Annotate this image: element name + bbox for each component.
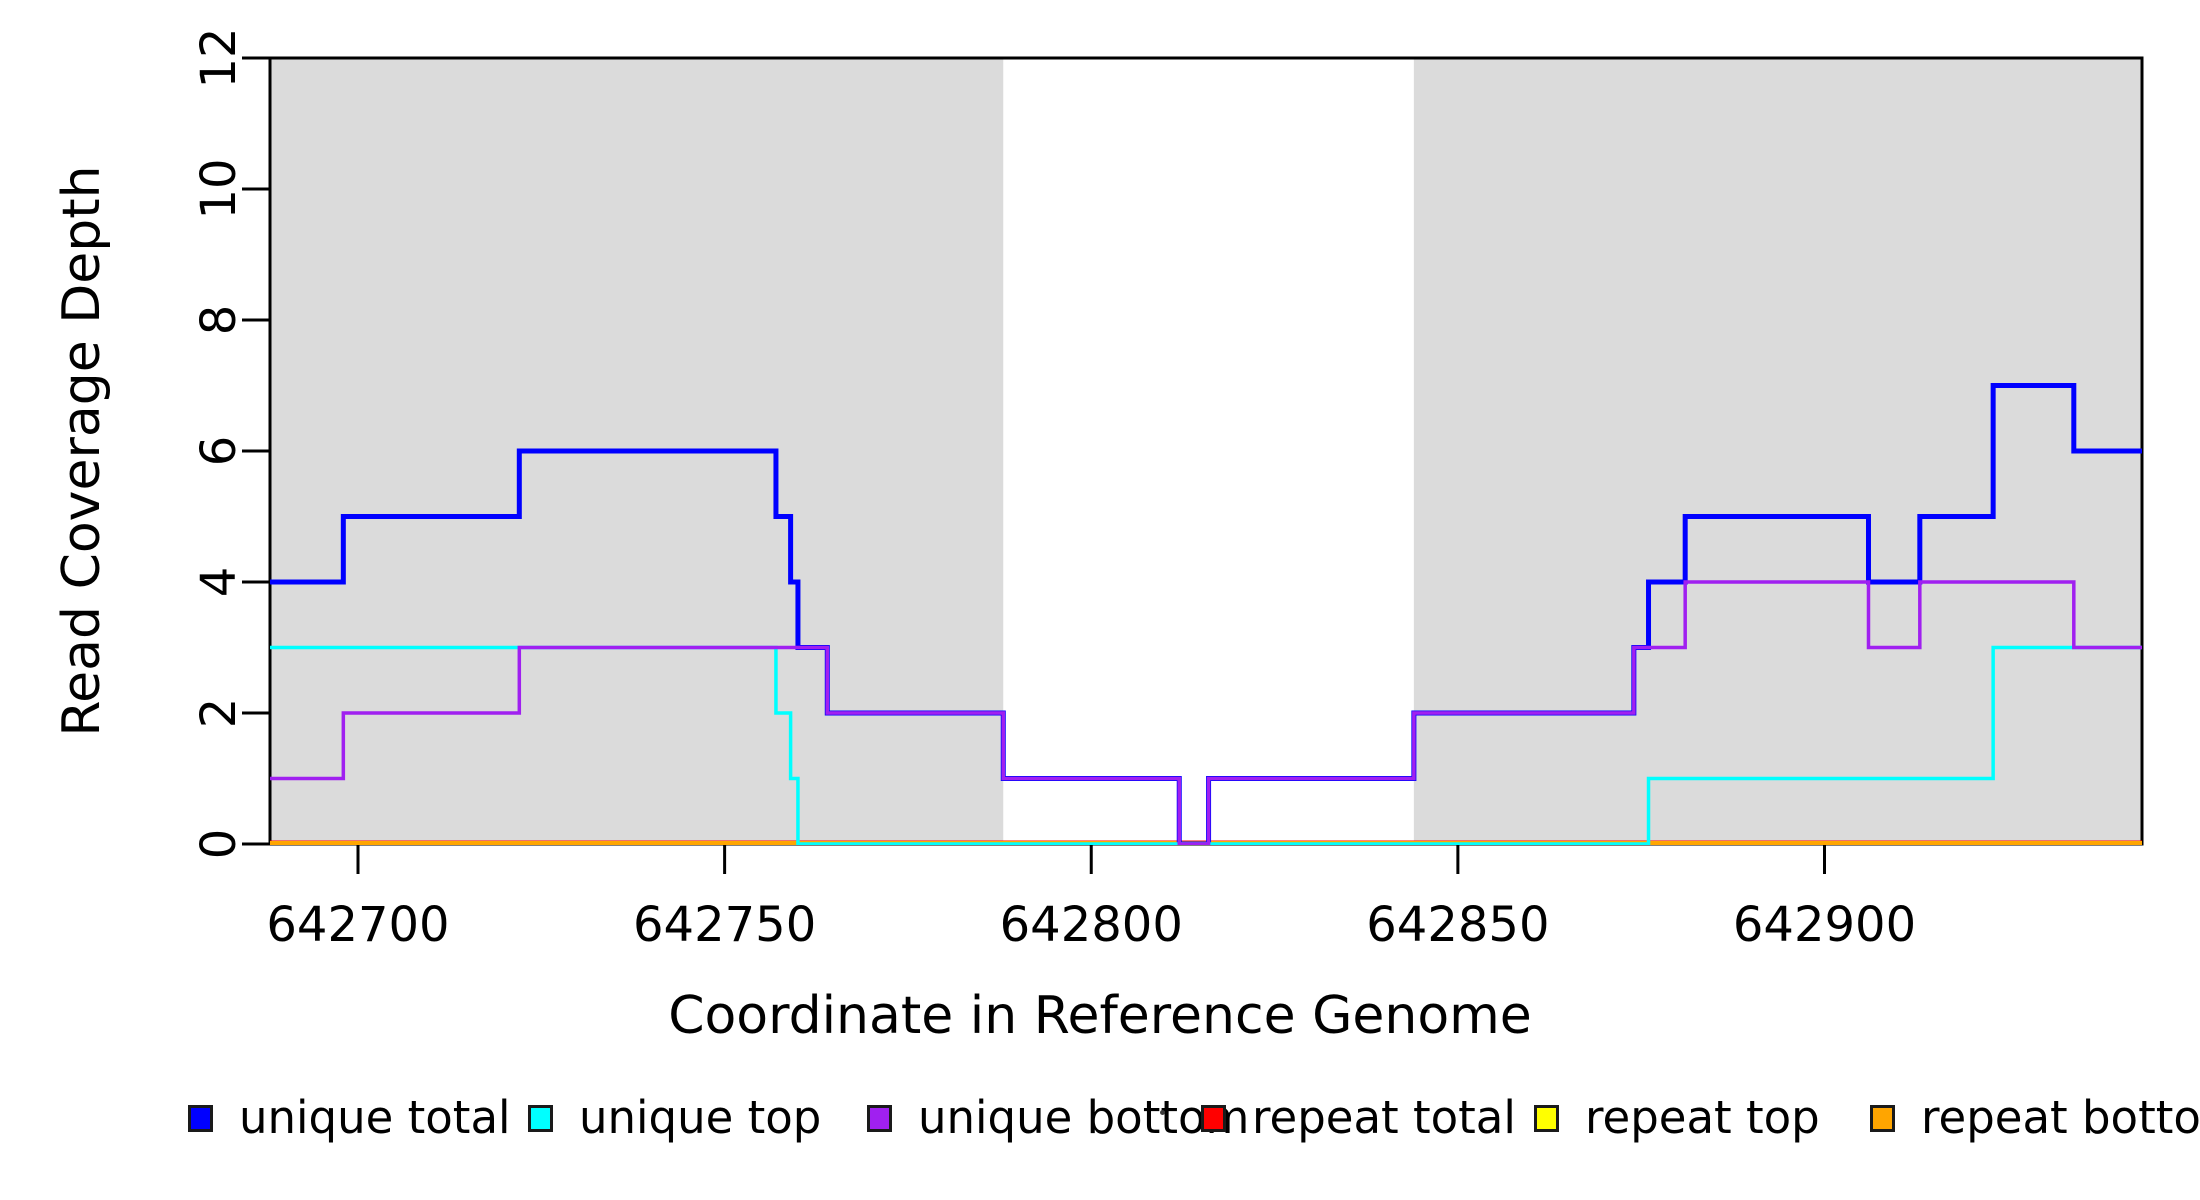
legend-label: unique total bbox=[239, 1091, 511, 1144]
legend-item-unique-total: unique total bbox=[188, 1091, 511, 1144]
y-axis-title: Read Coverage Depth bbox=[52, 165, 112, 737]
repeat-total-swatch bbox=[1201, 1104, 1226, 1132]
legend-item-repeat-bottom: repeat bottom bbox=[1870, 1091, 2200, 1144]
series-unique-bottom bbox=[270, 580, 2142, 845]
x-tick-label: 642800 bbox=[1000, 897, 1183, 953]
x-tick-label: 642700 bbox=[266, 897, 449, 953]
stray-dot bbox=[1160, 1110, 1165, 1115]
legend-label: repeat total bbox=[1252, 1091, 1516, 1144]
x-tick-label: 642850 bbox=[1366, 897, 1549, 953]
legend-item-repeat-top: repeat top bbox=[1534, 1091, 1820, 1144]
unique-bottom-swatch bbox=[867, 1104, 892, 1132]
y-tick-label: 8 bbox=[191, 305, 247, 336]
y-tick-label: 6 bbox=[191, 436, 247, 467]
legend-item-unique-bottom: unique bottom bbox=[867, 1091, 1250, 1144]
y-tick-label: 0 bbox=[191, 829, 247, 860]
legend-item-repeat-total: repeat total bbox=[1201, 1091, 1516, 1144]
series-unique-top bbox=[270, 645, 2142, 845]
x-axis-title: Coordinate in Reference Genome bbox=[668, 986, 1532, 1046]
y-tick-label: 10 bbox=[191, 158, 247, 219]
legend-label: unique top bbox=[579, 1091, 822, 1144]
repeat-bottom-swatch bbox=[1870, 1104, 1895, 1132]
x-tick-label: 642750 bbox=[633, 897, 816, 953]
legend-label: repeat bottom bbox=[1921, 1091, 2200, 1144]
legend-label: repeat top bbox=[1585, 1091, 1820, 1144]
shaded-region-2 bbox=[1413, 58, 2142, 844]
y-tick-label: 4 bbox=[191, 567, 247, 598]
legend-item-unique-top: unique top bbox=[528, 1091, 822, 1144]
legend-label: unique bottom bbox=[918, 1091, 1250, 1144]
x-tick-label: 642900 bbox=[1733, 897, 1916, 953]
unique-top-swatch bbox=[528, 1104, 553, 1132]
y-tick-label: 12 bbox=[191, 27, 247, 88]
repeat-top-swatch bbox=[1534, 1104, 1559, 1132]
unique-total-swatch bbox=[188, 1104, 213, 1132]
y-tick-label: 2 bbox=[191, 698, 247, 729]
